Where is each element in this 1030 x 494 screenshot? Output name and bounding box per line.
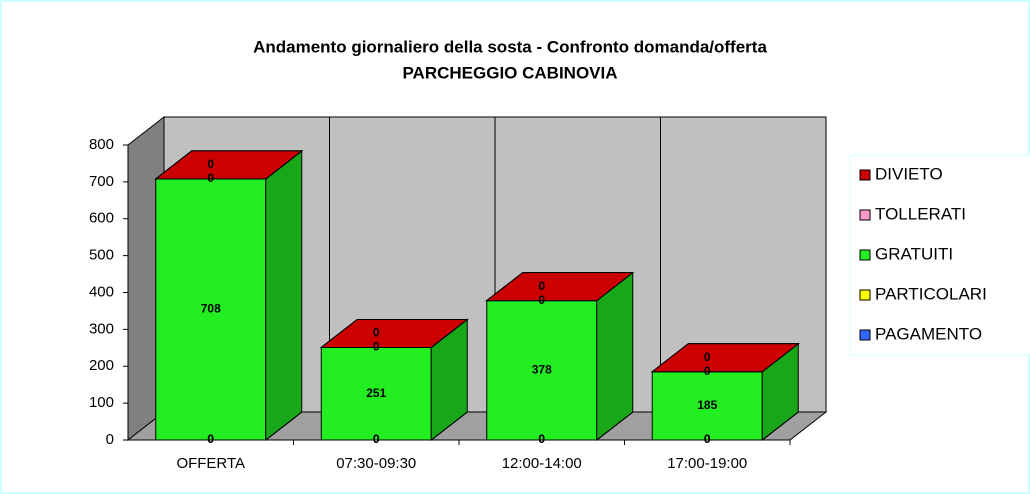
bar-side (596, 271, 634, 442)
data-label: 0 (538, 293, 545, 307)
bar-top (154, 150, 304, 180)
y-tick-label: 700 (89, 173, 114, 190)
y-tick-label: 300 (89, 320, 114, 337)
legend-swatch (859, 169, 871, 181)
bar-side (265, 149, 303, 442)
legend-label: GRATUITI (875, 244, 953, 263)
data-label: 0 (538, 279, 545, 293)
data-label: 0 (207, 432, 214, 446)
data-label: 0 (373, 340, 380, 354)
legend-label: PARTICOLARI (875, 284, 987, 303)
y-tick-label: 100 (89, 394, 114, 411)
data-label: 0 (373, 432, 380, 446)
y-tick-label: 0 (106, 431, 114, 448)
y-tick-label: 200 (89, 357, 114, 374)
data-label: 251 (366, 386, 386, 400)
bar-front (320, 346, 432, 441)
data-label: 378 (532, 362, 552, 376)
bar-top (650, 343, 800, 373)
data-label: 185 (697, 398, 717, 412)
data-label: 0 (538, 432, 545, 446)
y-tick-label: 400 (89, 283, 114, 300)
x-tick-label: 12:00-14:00 (502, 455, 582, 472)
legend-swatch (859, 209, 871, 221)
x-tick-label: 17:00-19:00 (667, 455, 747, 472)
data-label: 0 (207, 171, 214, 185)
y-tick-label: 500 (89, 247, 114, 264)
chart-title: Andamento giornaliero della sosta - Conf… (253, 37, 767, 56)
bar-front (651, 371, 763, 441)
legend-label: DIVIETO (875, 164, 943, 183)
data-label: 708 (201, 302, 221, 316)
legend-swatch (859, 249, 871, 261)
bar-top (485, 272, 635, 302)
data-label: 0 (704, 364, 711, 378)
x-tick-label: 07:30-09:30 (336, 455, 416, 472)
y-tick-label: 600 (89, 210, 114, 227)
bar-top (319, 318, 469, 348)
chart-subtitle: PARCHEGGIO CABINOVIA (402, 63, 617, 82)
data-label: 0 (373, 432, 380, 446)
bar-front (486, 300, 598, 441)
data-label: 0 (704, 350, 711, 364)
data-label: 0 (207, 157, 214, 171)
bar-front (155, 178, 267, 441)
legend-label: TOLLERATI (875, 204, 966, 223)
data-label: 0 (704, 432, 711, 446)
x-tick-label: OFFERTA (176, 455, 245, 472)
data-label: 0 (704, 432, 711, 446)
legend-swatch (859, 289, 871, 301)
legend-box (849, 154, 1030, 356)
data-label: 0 (538, 432, 545, 446)
data-label: 0 (207, 432, 214, 446)
legend-swatch (859, 329, 871, 341)
y-tick-label: 800 (89, 136, 114, 153)
data-label: 0 (373, 326, 380, 340)
legend-label: PAGAMENTO (875, 324, 982, 343)
